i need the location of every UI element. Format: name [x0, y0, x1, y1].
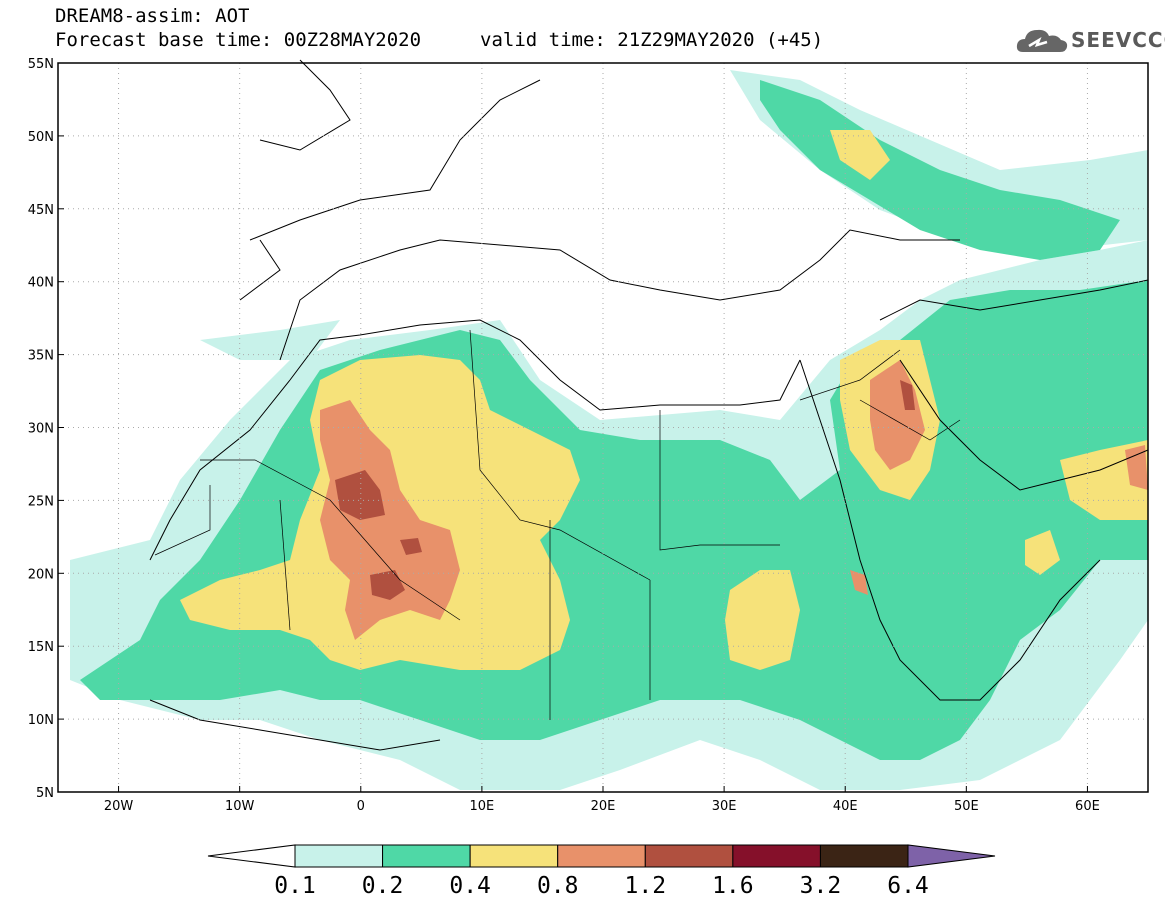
colorbar-label: 1.6: [712, 873, 754, 899]
y-tick-label: 20N: [28, 567, 54, 582]
x-tick-label: 10E: [470, 799, 495, 814]
x-tick-label: 10W: [225, 799, 255, 814]
colorbar-bin: [644, 844, 734, 868]
colorbar-label: 0.4: [449, 873, 491, 899]
forecast-base-time: Forecast base time: 00Z28MAY2020: [55, 29, 422, 51]
graticule: [58, 63, 1148, 792]
colorbar: 0.1 0.2 0.4 0.8 1.2 1.6 3.2 6.4: [207, 844, 996, 899]
colorbar-label: 0.1: [274, 873, 316, 899]
colorbar-label: 0.2: [362, 873, 404, 899]
colorbar-label: 0.8: [537, 873, 579, 899]
colorbar-bin: [382, 844, 471, 868]
y-tick-label: 40N: [28, 276, 54, 291]
colorbar-label: 6.4: [887, 873, 929, 899]
colorbar-bin: [469, 844, 559, 868]
x-tick-label: 0: [357, 799, 365, 814]
colorbar-low-arrow: [207, 844, 296, 868]
chart-title: DREAM8-assim: AOT: [55, 5, 250, 27]
x-tick-label: 20W: [104, 799, 134, 814]
y-tick-label: 45N: [28, 203, 54, 218]
x-tick-label: 30E: [712, 799, 737, 814]
cloud-logo-icon: [1016, 29, 1068, 52]
x-tick-label: 40E: [833, 799, 858, 814]
x-tick-label: 20E: [591, 799, 616, 814]
y-tick-label: 55N: [28, 57, 54, 72]
y-tick-label: 25N: [28, 494, 54, 509]
x-tick-label: 50E: [954, 799, 979, 814]
y-tick-label: 30N: [28, 422, 54, 437]
valid-time: valid time: 21Z29MAY2020 (+45): [480, 29, 824, 51]
y-tick-label: 50N: [28, 130, 54, 145]
coastlines: [149, 59, 1149, 751]
colorbar-bin: [557, 844, 646, 868]
colorbar-bin: [732, 844, 821, 868]
seevccc-logo: SEEVCCC: [1015, 24, 1165, 56]
y-axis-ticks: 55N 50N 45N 40N 35N 30N 25N 20N 15N 10N 5N: [28, 57, 64, 801]
aot-field: [70, 70, 1148, 790]
x-tick-label: 60E: [1075, 799, 1100, 814]
y-tick-label: 15N: [28, 640, 54, 655]
y-tick-label: 10N: [28, 713, 54, 728]
x-axis-ticks: 20W 10W 0 10E 20E 30E 40E 50E 60E: [104, 786, 1100, 814]
colorbar-bin: [294, 844, 384, 868]
y-tick-label: 35N: [28, 349, 54, 364]
colorbar-bin: [819, 844, 909, 868]
logo-text: SEEVCCC: [1071, 28, 1165, 52]
colorbar-high-arrow: [907, 844, 996, 868]
y-tick-label: 5N: [36, 786, 54, 801]
country-borders: [154, 329, 961, 720]
colorbar-label: 1.2: [625, 873, 667, 899]
colorbar-label: 3.2: [800, 873, 842, 899]
